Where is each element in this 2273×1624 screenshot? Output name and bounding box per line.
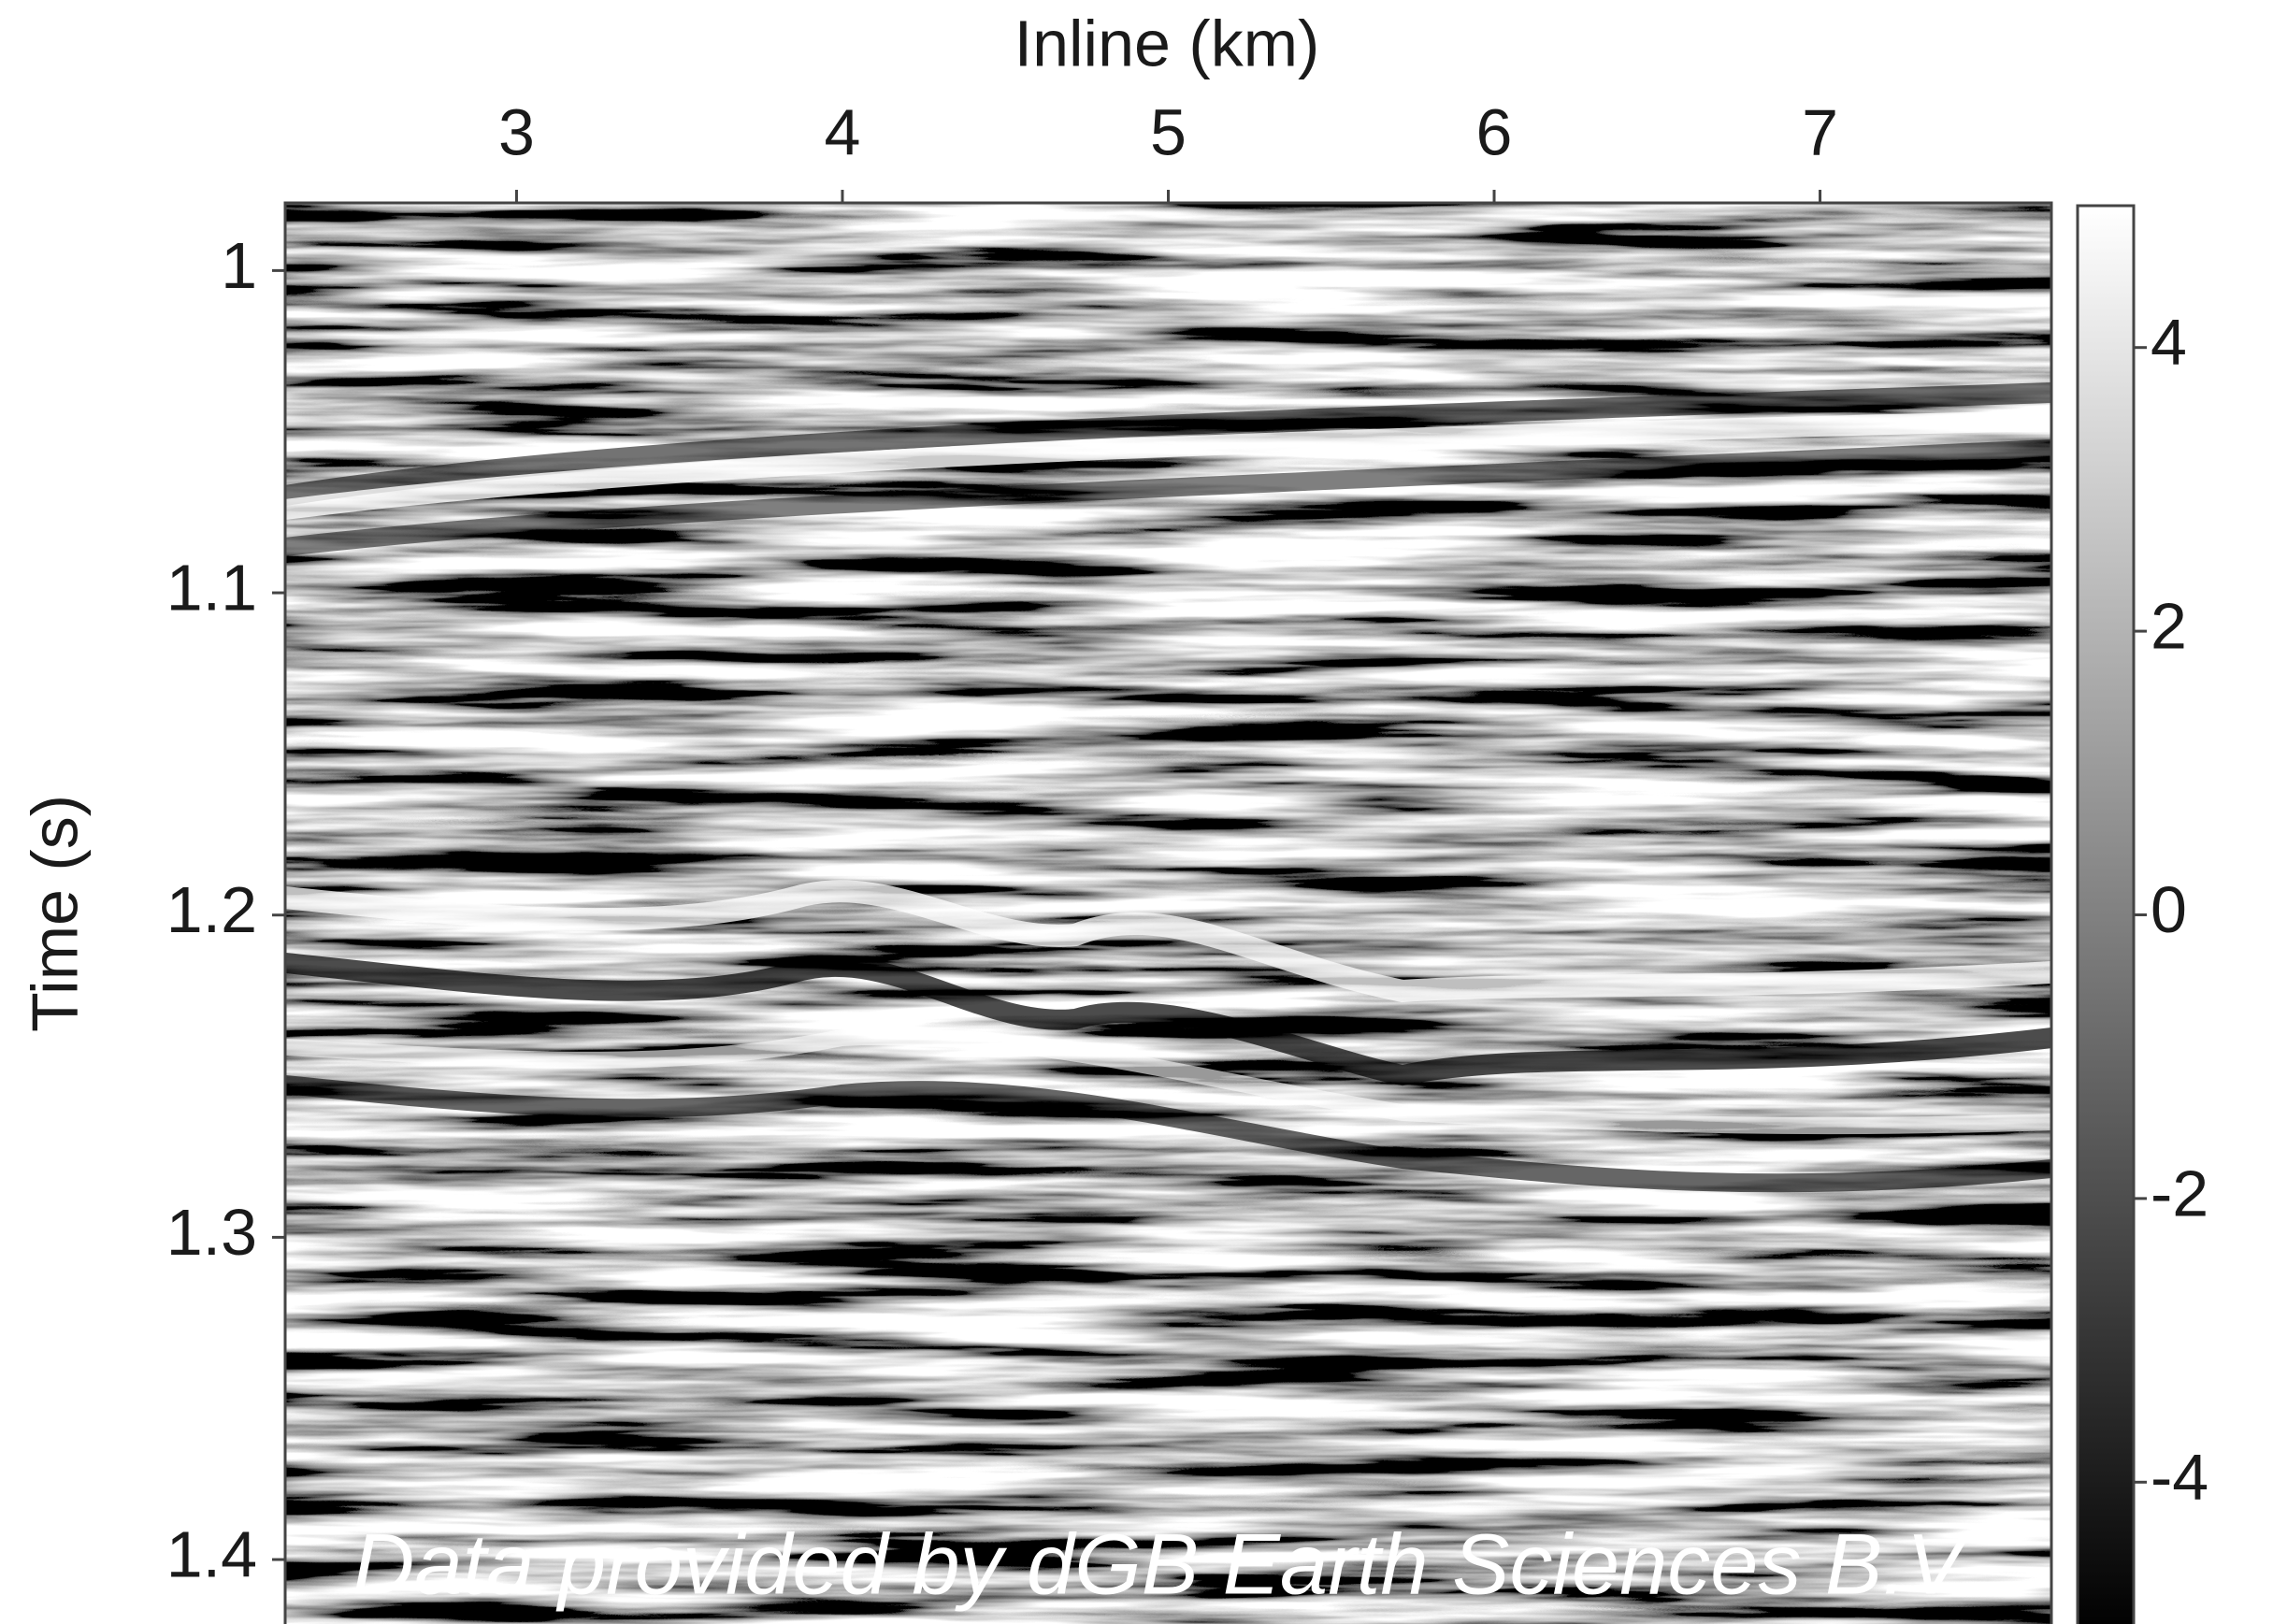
chart: Inline (km) Time (s) Data provided by dG… — [0, 0, 2273, 1624]
y-tick-label: 1.4 — [166, 1518, 257, 1591]
y-tick-label: 1.3 — [166, 1196, 257, 1269]
y-tick-label: 1.1 — [166, 552, 257, 625]
x-tick-label: 3 — [498, 95, 535, 168]
colorbar-tick-label: -4 — [2151, 1441, 2208, 1514]
x-tick-label: 5 — [1150, 95, 1187, 168]
colorbar-tick-label: 2 — [2151, 590, 2187, 663]
y-tick-label: 1 — [221, 229, 257, 302]
page: Inline (km) Time (s) Data provided by dG… — [0, 0, 2273, 1624]
x-tick-label: 4 — [825, 95, 861, 168]
colorbar — [2078, 206, 2134, 1624]
colorbar-tick-label: 0 — [2151, 873, 2187, 946]
seismic-image — [285, 203, 2051, 1624]
x-tick-label: 7 — [1802, 95, 1838, 168]
colorbar-tick-label: 4 — [2151, 306, 2187, 379]
y-tick-label: 1.2 — [166, 873, 257, 946]
annotation: Data provided by dGB Earth Sciences B.V. — [352, 1516, 1981, 1612]
x-axis-label: Inline (km) — [1014, 7, 1320, 79]
x-tick-label: 6 — [1476, 95, 1513, 168]
colorbar-tick-label: -2 — [2151, 1157, 2208, 1229]
y-axis-label: Time (s) — [18, 795, 91, 1032]
